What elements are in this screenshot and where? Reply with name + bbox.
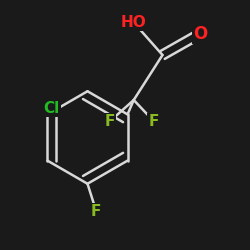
Text: F: F (105, 114, 115, 129)
Text: O: O (193, 25, 207, 43)
Text: F: F (91, 204, 102, 219)
Text: HO: HO (121, 15, 146, 30)
Text: Cl: Cl (43, 101, 60, 116)
Text: F: F (148, 114, 159, 129)
